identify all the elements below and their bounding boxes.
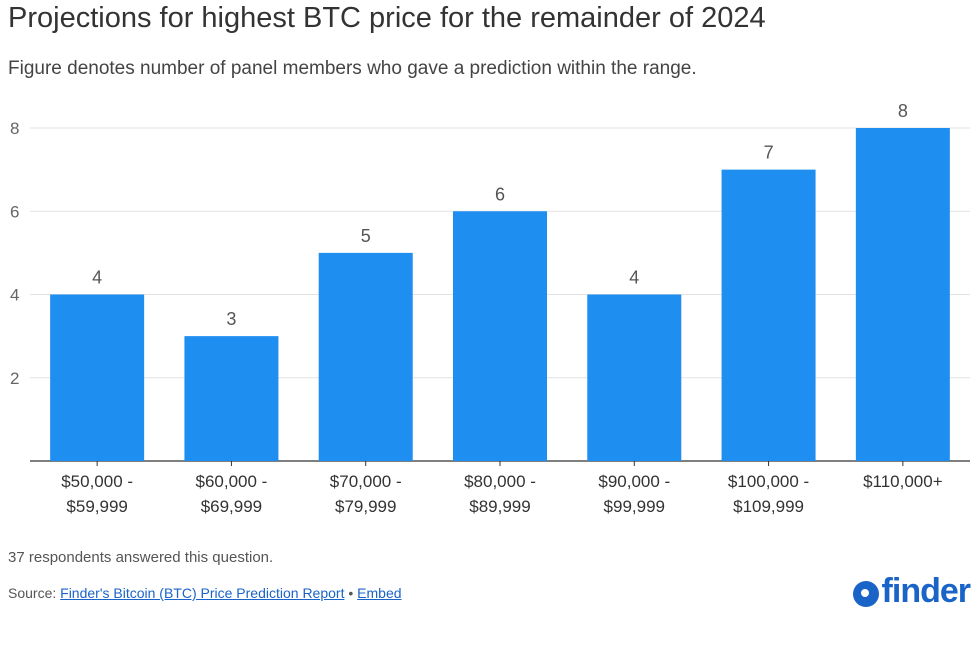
y-tick-label-2: 2 [10, 369, 19, 388]
x-tick-label-3-line-2: $79,999 [335, 497, 396, 516]
bar-1 [50, 294, 145, 461]
x-tick-label-4-line-2: $89,999 [469, 497, 530, 516]
chart-subtitle: Figure denotes number of panel members w… [8, 58, 697, 79]
bar-7 [855, 128, 950, 461]
data-label-2: 3 [226, 309, 236, 329]
x-tick-label-6-line-2: $109,999 [733, 497, 804, 516]
data-label-1: 4 [92, 268, 102, 288]
x-tick-label-1-line-1: $50,000 - [61, 472, 133, 491]
source-separator: • [344, 585, 358, 601]
x-tick-label-5-line-1: $90,000 - [598, 472, 670, 491]
y-tick-label-8: 8 [10, 119, 19, 138]
data-label-4: 6 [495, 184, 505, 204]
data-label-7: 8 [898, 101, 908, 121]
respondents-note: 37 respondents answered this question. [8, 549, 274, 566]
finder-logo-icon [852, 580, 879, 607]
chart-title: Projections for highest BTC price for th… [8, 2, 766, 34]
embed-link[interactable]: Embed [357, 585, 402, 601]
finder-logo[interactable]: finder [852, 572, 971, 611]
x-tick-label-2-line-2: $69,999 [201, 497, 262, 516]
finder-logo-text: finder [881, 572, 971, 610]
x-tick-label-5-line-2: $99,999 [604, 497, 665, 516]
bar-6 [721, 169, 816, 461]
bar-2 [184, 336, 279, 461]
data-label-3: 5 [361, 226, 371, 246]
x-tick-label-4-line-1: $80,000 - [464, 472, 536, 491]
source-line: Source: Finder's Bitcoin (BTC) Price Pre… [8, 585, 402, 601]
source-report-link[interactable]: Finder's Bitcoin (BTC) Price Prediction … [60, 585, 345, 601]
y-tick-label-4: 4 [10, 286, 19, 305]
x-tick-label-1-line-2: $59,999 [66, 497, 127, 516]
x-tick-label-6-line-1: $100,000 - [728, 472, 809, 491]
data-label-5: 4 [629, 268, 639, 288]
bar-5 [587, 294, 682, 461]
source-prefix: Source: [8, 585, 61, 601]
x-tick-label-3-line-1: $70,000 - [330, 472, 402, 491]
y-tick-label-6: 6 [10, 202, 19, 221]
bar-4 [453, 211, 547, 461]
bar-3 [318, 252, 413, 461]
x-tick-label-2-line-1: $60,000 - [196, 472, 268, 491]
bar-chart: 2 4 6 8 4 $50,000 - $59,999 3 $60,000 - $69,999 5 $… [10, 101, 970, 516]
x-tick-label-7-line-1: $110,000+ [863, 472, 943, 491]
data-label-6: 7 [764, 143, 774, 163]
